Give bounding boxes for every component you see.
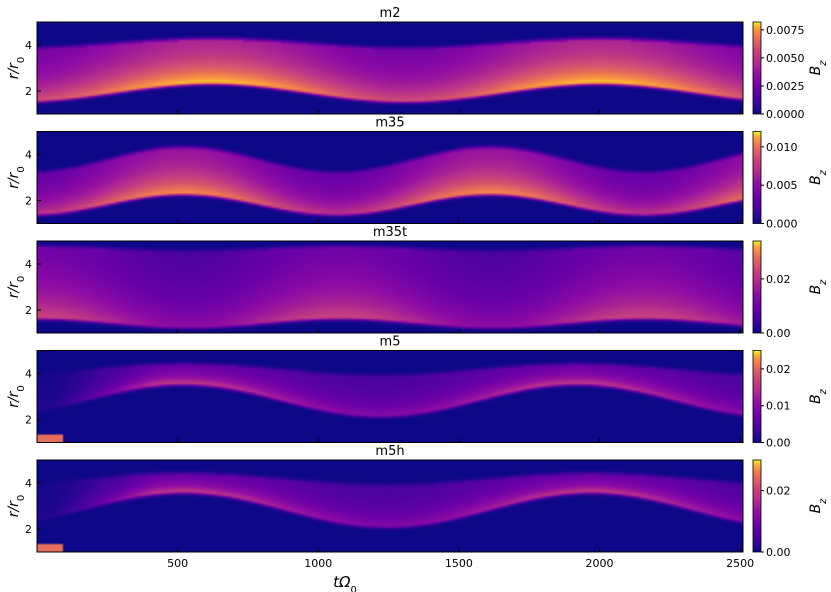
colorbar-tick-label: 0.000	[766, 218, 798, 231]
axes-frame	[36, 21, 744, 115]
panel-title: m35	[375, 116, 404, 131]
y-tick-label: 4	[25, 39, 32, 52]
colorbar-label: Bz	[808, 498, 829, 514]
y-axis-label: r/r0	[6, 166, 27, 189]
colorbar-tick-label: 0.0075	[766, 24, 805, 37]
colorbar-tick-label: 0.02	[766, 363, 791, 376]
colorbar-label: Bz	[808, 279, 829, 295]
y-tick-label: 2	[25, 195, 32, 208]
heatmap-m5	[37, 350, 743, 443]
y-tick-label: 2	[25, 523, 32, 536]
panel-m5: m5 2 4 r/r0 0.02 0.01 0.00 Bz	[6, 335, 829, 450]
panel-title: m35t	[373, 225, 407, 240]
colorbar-tick-label: 0.02	[766, 273, 791, 286]
panel-m35: m35 2 4 r/r0 0.010 0.005 0.000 Bz	[6, 116, 829, 231]
colorbar-tick-label: 0.01	[766, 400, 791, 413]
heatmap-m2	[37, 22, 743, 114]
y-tick-label: 2	[25, 304, 32, 317]
y-tick-label: 2	[25, 414, 32, 427]
axes-frame	[36, 459, 744, 553]
y-axis-label: r/r0	[6, 385, 27, 408]
colorbar	[752, 21, 762, 115]
panel-title: m2	[380, 6, 401, 21]
y-tick-label: 4	[25, 258, 32, 271]
colorbar-tick-label: 0.0050	[766, 52, 805, 65]
y-tick-label: 4	[25, 368, 32, 381]
colorbar	[752, 240, 762, 334]
colorbar-tick-label: 0.00	[766, 546, 791, 559]
y-axis-label: r/r0	[6, 276, 27, 299]
axes-frame	[36, 131, 744, 224]
colorbar-tick-label: 0.02	[766, 485, 791, 498]
axes-frame	[36, 350, 744, 443]
colorbar-tick-label: 0.00	[766, 327, 791, 340]
y-axis-label: r/r0	[6, 495, 27, 518]
x-tick-label: 2000	[586, 557, 614, 570]
colorbar	[752, 350, 762, 443]
colorbar-tick-label: 0.00	[766, 437, 791, 450]
heatmap-m5h	[37, 460, 743, 552]
colorbar-label: Bz	[808, 60, 829, 76]
colorbar	[752, 131, 762, 224]
colorbar-label: Bz	[808, 388, 829, 404]
panel-title: m5	[380, 335, 401, 350]
colorbar-tick-label: 0.0000	[766, 108, 805, 121]
panel-m2: m2 2 4 r/r0 0.0075 0.0050 0.0025 0.0000 Bz	[6, 6, 829, 121]
y-tick-label: 2	[25, 85, 32, 98]
x-axis-label: tΩ0	[333, 573, 357, 592]
panel-title: m5h	[375, 444, 404, 459]
panel-m5h: m5h 2 4 r/r0 500 1000 1500 2000 2500 tΩ0 0.02 0.00 B…	[6, 444, 829, 592]
axes-frame	[36, 240, 744, 334]
colorbar-tick-label: 0.005	[766, 179, 798, 192]
y-tick-label: 4	[25, 149, 32, 162]
y-tick-label: 4	[25, 477, 32, 490]
x-tick-label: 1000	[304, 557, 332, 570]
x-tick-label: 1500	[445, 557, 473, 570]
x-tick-label: 500	[167, 557, 188, 570]
colorbar-tick-label: 0.010	[766, 141, 798, 154]
colorbar-tick-label: 0.0025	[766, 80, 805, 93]
x-tick-label: 2500	[726, 557, 754, 570]
y-axis-label: r/r0	[6, 57, 27, 80]
colorbar-label: Bz	[808, 169, 829, 185]
colorbar	[752, 459, 762, 553]
panel-m35t: m35t 2 4 r/r0 0.02 0.00 Bz	[6, 225, 829, 340]
heatmap-m35	[37, 131, 743, 224]
heatmap-m35t	[37, 241, 743, 333]
